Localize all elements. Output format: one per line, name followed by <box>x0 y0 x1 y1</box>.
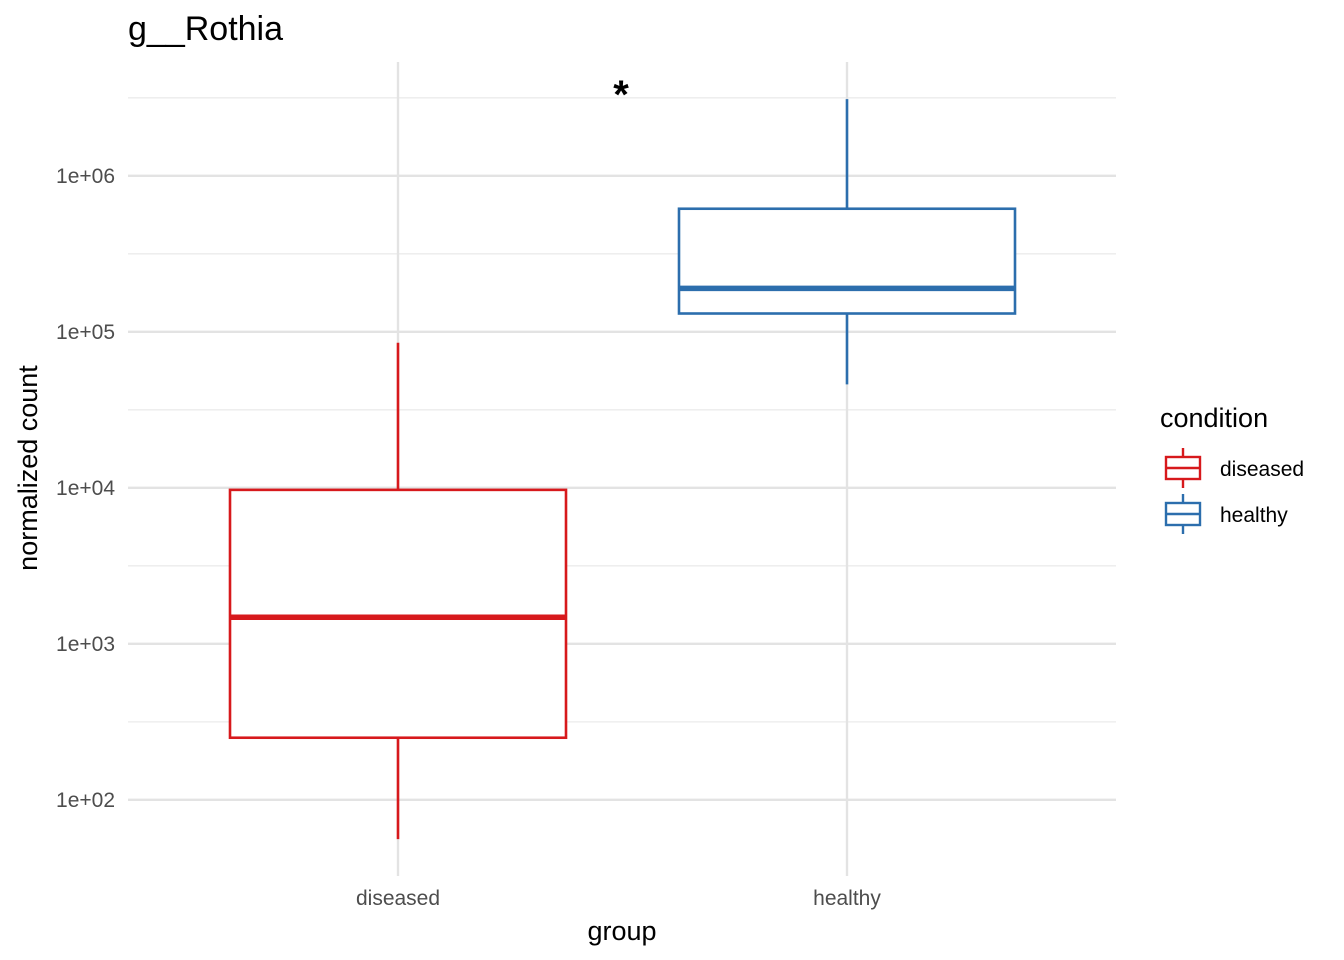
legend-title: condition <box>1160 403 1268 433</box>
iqr-box <box>228 488 568 740</box>
x-tick-label: diseased <box>356 887 440 910</box>
boxes <box>228 99 1017 840</box>
legend: condition diseased healthy <box>1160 403 1304 534</box>
legend-label: healthy <box>1220 504 1288 527</box>
significance-annotation: * <box>613 73 629 117</box>
x-axis-title: group <box>587 916 656 946</box>
iqr-box <box>677 207 1017 315</box>
x-tick-label: healthy <box>813 887 881 910</box>
y-tick-label: 1e+04 <box>56 477 115 500</box>
box-healthy <box>677 99 1017 385</box>
y-tick-label: 1e+03 <box>56 633 115 656</box>
y-tick-label: 1e+05 <box>56 321 115 344</box>
x-axis-ticks: diseased healthy <box>356 887 881 910</box>
legend-label: diseased <box>1220 458 1304 481</box>
legend-entry-healthy: healthy <box>1164 494 1288 534</box>
chart-title: g__Rothia <box>128 10 283 48</box>
y-axis-title: normalized count <box>13 365 43 571</box>
legend-entries: diseased healthy <box>1164 448 1304 534</box>
y-tick-label: 1e+06 <box>56 165 115 188</box>
legend-entry-diseased: diseased <box>1164 448 1304 488</box>
box-diseased <box>228 342 568 840</box>
y-tick-label: 1e+02 <box>56 789 115 812</box>
y-axis-ticks: 1e+02 1e+03 1e+04 1e+05 1e+06 <box>56 165 115 812</box>
